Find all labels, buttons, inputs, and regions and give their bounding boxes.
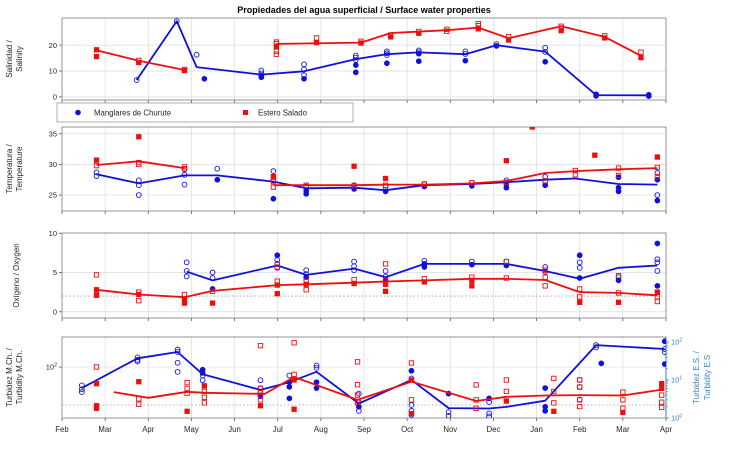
- right-y-tick-label: 101: [671, 376, 682, 385]
- y-tick-label: 35: [49, 129, 57, 138]
- x-tick-label: Jun: [228, 425, 241, 434]
- y-axis-label: Turbidez M.Ch. /: [5, 347, 14, 407]
- estero-points: [93, 127, 661, 190]
- panel-salinity: 0 10 20 Salinidad / Salinity: [5, 17, 667, 103]
- x-tick-label: Apr: [142, 425, 155, 434]
- y-tick-label: 10: [49, 229, 57, 238]
- gridlines: [104, 233, 624, 318]
- x-tick-label: May: [184, 425, 199, 434]
- panel-oxygen: 0 5 10 Oxígeno / Oxygen: [12, 229, 667, 321]
- gridlines: [104, 127, 624, 211]
- estero-points: [93, 258, 661, 306]
- right-y-tick-label: 100: [671, 414, 682, 423]
- legend: Manglares de Churute Estero Salado: [56, 102, 354, 123]
- estero-points: [93, 21, 644, 74]
- estero-line: [96, 277, 658, 299]
- x-tick-label: Feb: [573, 425, 587, 434]
- right-y-axis-label: Turbidez E.S. /: [692, 350, 701, 403]
- y-axis-label: Temperature: [15, 146, 24, 191]
- y-axis-label: Salinidad /: [5, 40, 14, 78]
- churute-points: [133, 18, 652, 99]
- x-tick-label: Sep: [357, 425, 372, 434]
- estero-line: [96, 160, 658, 187]
- x-tick-label: Jan: [530, 425, 543, 434]
- x-tick-label: Oct: [401, 425, 414, 434]
- y-axis-label: Oxígeno / Oxygen: [12, 243, 21, 307]
- x-tick-label: Jul: [273, 425, 283, 434]
- legend-estero-marker: [243, 110, 248, 115]
- x-tick-label: Mar: [616, 425, 630, 434]
- legend-churute-label: Manglares de Churute: [94, 108, 171, 117]
- panel-turbidity: 102 100 101 102 Turbidez M.Ch. / Turbidity M.…: [5, 336, 712, 423]
- legend-estero-label: Estero Salado: [258, 108, 308, 117]
- y-axis-label: Turbidity M.Ch.: [15, 351, 24, 405]
- x-tick-label: Dec: [486, 425, 500, 434]
- y-tick-label: 0: [53, 92, 57, 101]
- x-tick-labels: Feb Mar Apr May Jun Jul Aug Sep Oct Nov Dec Jan Feb M…: [55, 425, 672, 434]
- panel-temperature: 25 30 35 Temperatura / Temperature: [5, 126, 667, 214]
- legend-churute-marker: [75, 109, 81, 116]
- x-tick-label: Apr: [660, 425, 673, 434]
- right-y-tick-label: 102: [671, 338, 682, 347]
- churute-points: [78, 338, 666, 418]
- x-tick-label: Aug: [314, 425, 328, 434]
- chart-title: Propiedades del agua superficial / Surfa…: [237, 5, 491, 15]
- y-axis-label: Salinity: [15, 46, 24, 72]
- y-tick-label: 30: [49, 160, 57, 169]
- y-tick-label: 20: [49, 41, 57, 50]
- estero-points: [93, 340, 665, 417]
- estero-line: [113, 376, 662, 402]
- y-tick-label: 5: [53, 268, 57, 277]
- y-tick-label: 0: [53, 307, 57, 316]
- x-tick-label: Feb: [55, 425, 69, 434]
- churute-line: [81, 344, 665, 410]
- y-tick-label: 10: [49, 67, 57, 76]
- y-tick-label: 25: [49, 191, 57, 200]
- y-axis-label: Temperatura /: [5, 144, 14, 194]
- y-tick-label: 102: [46, 363, 57, 372]
- x-tick-label: Mar: [98, 425, 112, 434]
- x-tick-label: Nov: [443, 425, 457, 434]
- right-y-axis-label: Turbidity E.S: [703, 355, 712, 401]
